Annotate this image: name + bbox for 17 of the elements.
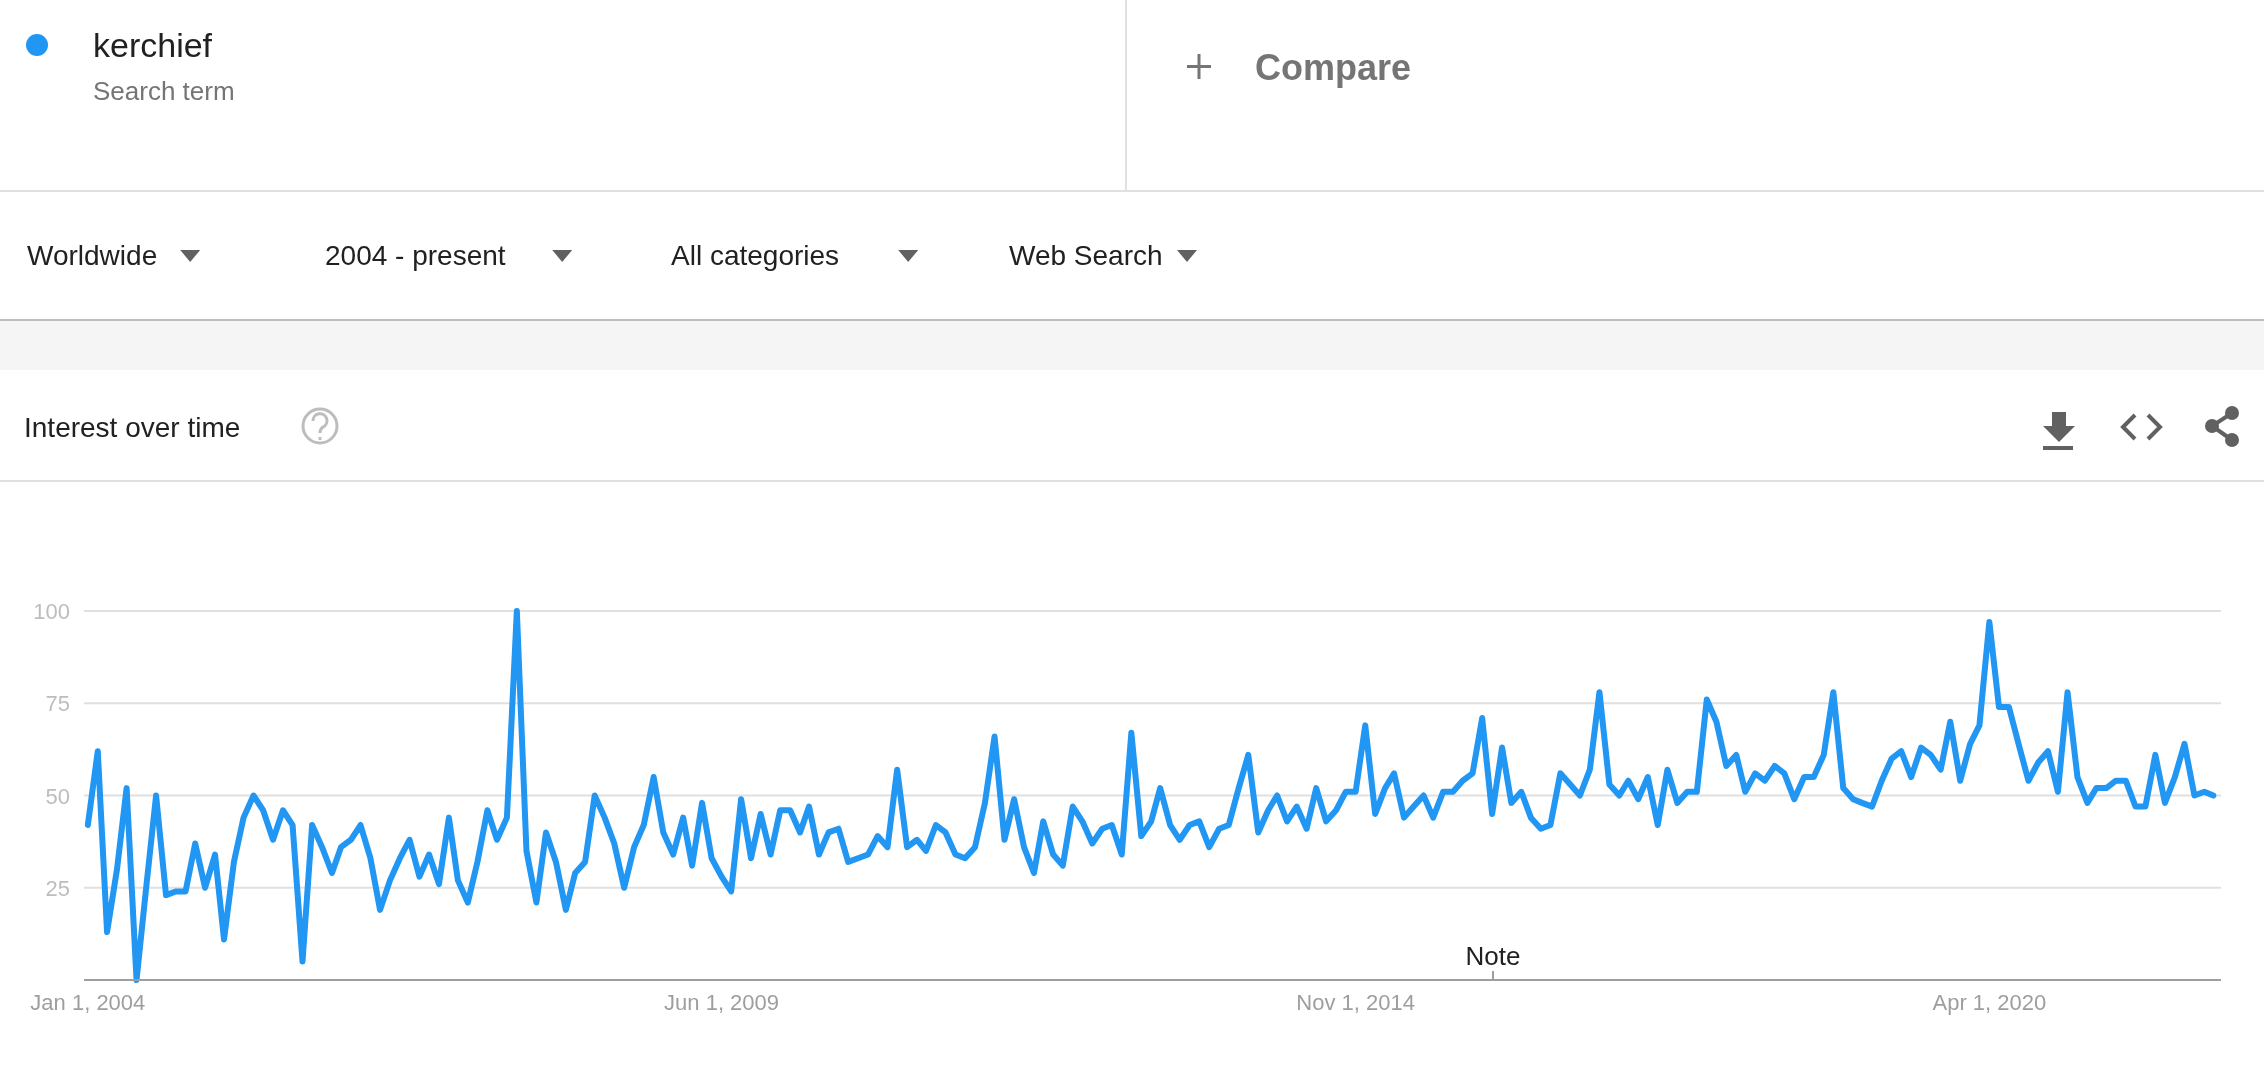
text: Web Search [1009,240,1163,271]
legend-label: kerchief [93,26,213,64]
text: All categories [671,240,840,271]
y-tick-label: 100 [33,599,70,624]
y-tick-label: 50 [45,783,70,809]
x-tick-label: Apr 1, 2020 [1932,990,2047,1015]
text: Worldwide [27,240,158,271]
text: Search term [93,76,235,106]
annotation: Note [1465,941,1521,971]
text: Compare [1255,47,1412,88]
x-tick-label: Jan 1, 2004 [30,990,146,1015]
chart-title: Interest over time [24,412,241,443]
y-tick-label: 25 [45,875,70,901]
y-tick-label: 75 [45,691,70,717]
text: 2004 - present [325,240,506,271]
x-tick-label: Nov 1, 2014 [1296,990,1415,1015]
x-tick-label: Jun 1, 2009 [664,990,780,1015]
